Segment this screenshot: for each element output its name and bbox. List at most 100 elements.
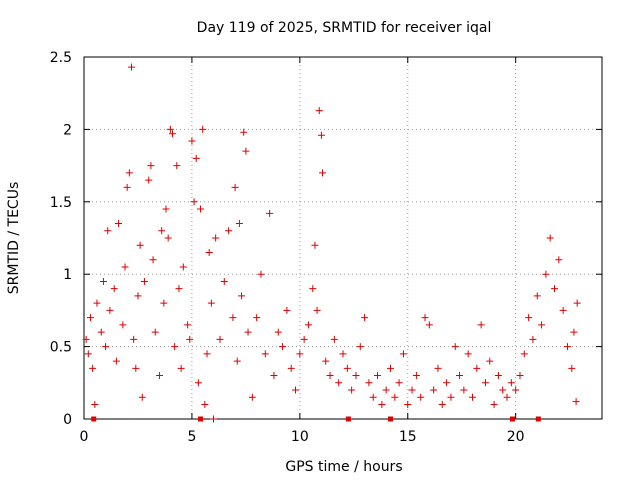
data-point	[136, 241, 144, 249]
data-point	[573, 299, 581, 307]
data-point	[119, 321, 127, 329]
data-point	[456, 372, 464, 380]
data-point	[177, 364, 185, 372]
data-point	[162, 205, 170, 213]
data-point	[106, 306, 114, 314]
data-point	[421, 314, 429, 322]
data-point	[529, 335, 537, 343]
data-point	[140, 277, 148, 285]
data-point	[132, 364, 140, 372]
y-tick-label: 2	[63, 122, 72, 138]
data-point	[563, 343, 571, 351]
data-point	[97, 328, 105, 336]
data-point	[404, 401, 412, 409]
data-point	[231, 183, 239, 191]
x-tick-label: 20	[507, 429, 525, 445]
data-point	[121, 263, 129, 271]
data-point	[89, 364, 97, 372]
data-point	[374, 372, 382, 380]
data-point	[127, 63, 135, 71]
data-point	[369, 393, 377, 401]
data-point	[253, 314, 261, 322]
data-point	[257, 270, 265, 278]
data-point	[130, 335, 138, 343]
data-point	[261, 350, 269, 358]
chart-title: Day 119 of 2025, SRMTID for receiver iqa…	[197, 20, 492, 36]
axis-marker	[198, 416, 204, 422]
data-point	[481, 379, 489, 387]
data-point	[171, 343, 179, 351]
data-point	[201, 401, 209, 409]
data-point	[91, 401, 99, 409]
data-point	[469, 393, 476, 401]
data-point	[313, 306, 321, 314]
data-point	[438, 401, 446, 409]
data-point	[315, 107, 323, 115]
y-tick-label: 0	[63, 412, 72, 428]
data-point	[82, 335, 90, 343]
data-point	[464, 350, 472, 358]
data-point	[311, 241, 319, 249]
data-point	[229, 314, 237, 322]
data-point	[203, 350, 211, 358]
data-point	[473, 364, 481, 372]
data-point	[317, 131, 325, 139]
data-point	[112, 357, 120, 365]
data-point	[542, 270, 550, 278]
data-point	[339, 350, 347, 358]
data-point	[283, 306, 291, 314]
data-point	[322, 357, 330, 365]
data-point	[525, 314, 533, 322]
data-point	[395, 379, 403, 387]
data-point	[503, 393, 511, 401]
data-point	[572, 398, 580, 406]
data-point	[138, 393, 146, 401]
data-point	[220, 277, 228, 285]
axis-marker	[345, 416, 351, 422]
data-point	[361, 314, 369, 322]
data-point	[151, 328, 159, 336]
data-point	[194, 379, 202, 387]
data-point	[287, 364, 295, 372]
data-point	[533, 292, 541, 300]
data-point	[145, 176, 153, 184]
data-point	[244, 328, 252, 336]
data-point	[352, 372, 360, 380]
data-point	[166, 125, 174, 133]
data-point	[512, 386, 520, 394]
data-point	[104, 227, 112, 235]
data-point	[270, 372, 278, 380]
data-point	[199, 125, 207, 133]
data-point	[391, 393, 399, 401]
data-point	[399, 350, 407, 358]
data-point	[212, 234, 220, 242]
data-point	[175, 285, 183, 293]
data-point	[279, 343, 287, 351]
data-point	[425, 321, 433, 329]
axis-markers	[91, 416, 541, 422]
data-point	[343, 364, 351, 372]
data-point	[330, 335, 338, 343]
data-point	[412, 372, 420, 380]
data-point	[86, 314, 94, 322]
data-point	[378, 401, 386, 409]
data-point	[248, 393, 256, 401]
data-point	[568, 364, 576, 372]
data-point	[555, 256, 563, 264]
data-point	[266, 209, 274, 217]
data-point	[490, 401, 498, 409]
data-point	[186, 335, 194, 343]
axis-marker	[387, 416, 393, 422]
data-point	[494, 372, 502, 380]
data-point	[309, 285, 317, 293]
data-point	[147, 162, 155, 170]
data-point	[408, 386, 416, 394]
data-point	[197, 205, 205, 213]
data-point	[216, 335, 224, 343]
data-point	[184, 321, 192, 329]
x-tick-label: 15	[399, 429, 417, 445]
data-point	[546, 234, 554, 242]
data-point	[507, 379, 515, 387]
axis-marker	[535, 416, 541, 422]
